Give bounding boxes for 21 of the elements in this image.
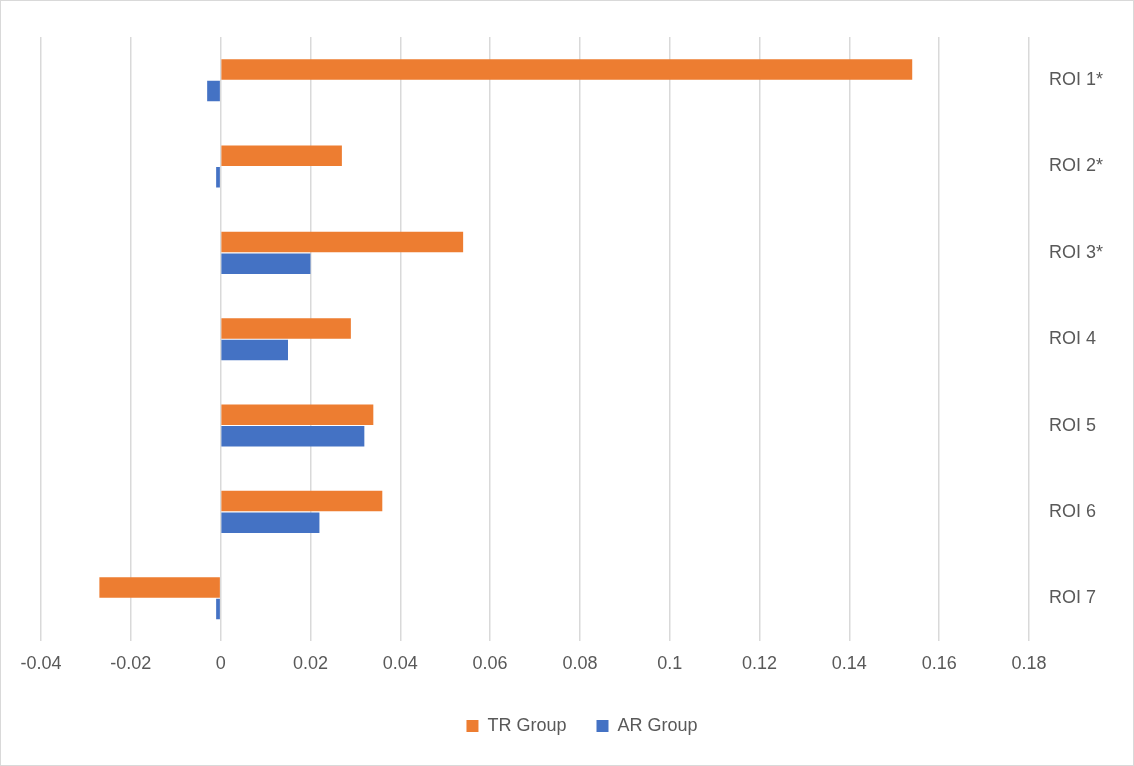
x-tick-label: 0	[215, 653, 226, 674]
x-tick-label: 0.1	[657, 653, 683, 674]
y-tick-label: ROI 5	[1048, 414, 1096, 435]
x-tick-label: 0.04	[382, 653, 418, 674]
x-tick-label: 0.02	[292, 653, 328, 674]
y-tick-label: ROI 7	[1048, 587, 1096, 608]
x-tick-label: 0.18	[1011, 653, 1047, 674]
y-tick-label: ROI 6	[1048, 500, 1096, 521]
x-tick-label: 0.12	[742, 653, 778, 674]
y-tick-label: ROI 4	[1048, 328, 1096, 349]
y-tick-label: ROI 3*	[1048, 241, 1104, 262]
y-tick-label: ROI 2*	[1048, 155, 1104, 176]
x-tick-label: 0.16	[921, 653, 957, 674]
x-tick-label: -0.04	[20, 653, 62, 674]
legend-label: AR Group	[617, 714, 698, 735]
x-tick-label: 0.14	[831, 653, 867, 674]
x-tick-label: -0.02	[110, 653, 152, 674]
y-tick-label: ROI 1*	[1048, 69, 1104, 90]
x-tick-label: 0.06	[472, 653, 508, 674]
x-tick-label: 0.08	[562, 653, 598, 674]
legend-label: TR Group	[487, 714, 567, 735]
